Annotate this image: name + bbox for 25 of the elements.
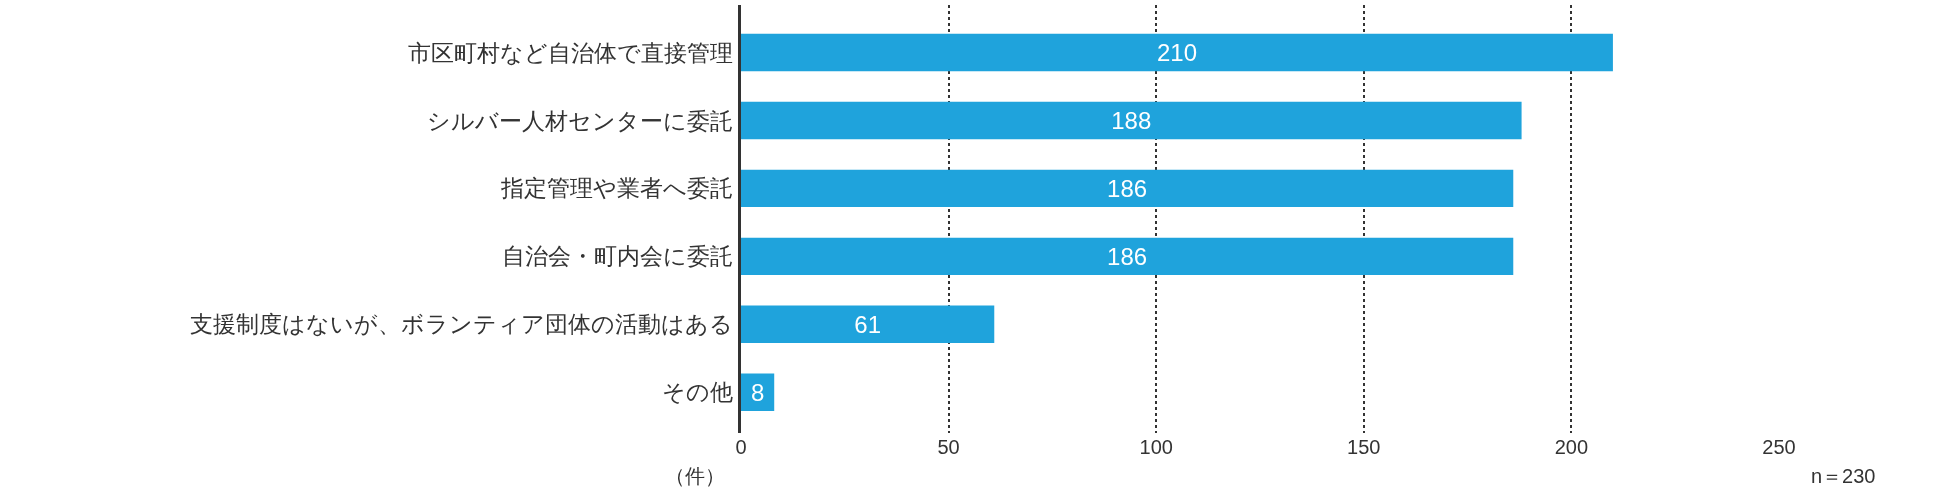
x-axis-title: （件） xyxy=(665,465,725,487)
y-tick-label: シルバー人材センターに委託 xyxy=(427,107,734,134)
bar xyxy=(741,101,1522,140)
y-tick-label: 市区町村など自治体で直接管理 xyxy=(408,39,734,66)
data-label: 8 xyxy=(750,378,765,406)
text: n＝230 xyxy=(1811,465,1876,487)
x-tick-label: 250 xyxy=(1762,436,1796,458)
x-tick-label: 150 xyxy=(1347,436,1381,458)
data-label: 186 xyxy=(1107,174,1148,202)
y-tick-label: 指定管理や業者へ委託 xyxy=(500,175,734,202)
data-label: 61 xyxy=(854,310,881,338)
bar xyxy=(741,169,1514,208)
bar xyxy=(741,305,995,343)
y-tick-label: 自治会・町内会に委託 xyxy=(502,243,734,270)
x-tick-label: 200 xyxy=(1554,436,1589,458)
data-label: 186 xyxy=(1107,242,1148,270)
x-tick-label: 100 xyxy=(1139,436,1173,458)
y-tick-label: 支援制度はないが、ボランティア団体の活動はある xyxy=(190,311,734,338)
y-tick-label: その他 xyxy=(662,379,734,406)
data-label: 188 xyxy=(1111,106,1152,134)
x-tick-label: 0 xyxy=(735,436,747,458)
bar xyxy=(741,237,1514,276)
x-tick-label: 50 xyxy=(937,436,960,458)
data-label: 210 xyxy=(1156,39,1197,67)
bar xyxy=(741,33,1613,72)
